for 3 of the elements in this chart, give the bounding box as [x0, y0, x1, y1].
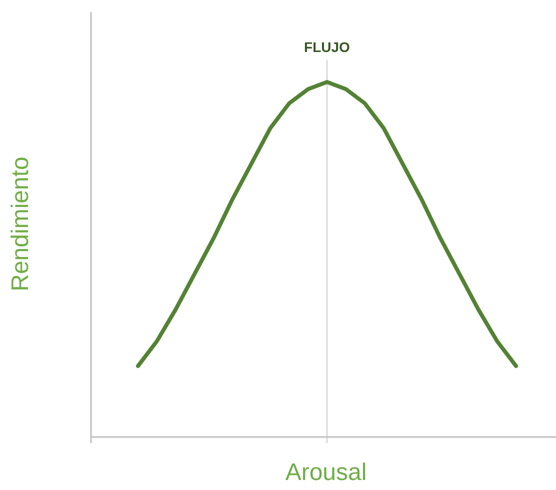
- y-axis-title: Rendimiento: [7, 156, 34, 292]
- text: FLUJO: [304, 39, 350, 55]
- x-axis-title: Arousal: [285, 459, 367, 486]
